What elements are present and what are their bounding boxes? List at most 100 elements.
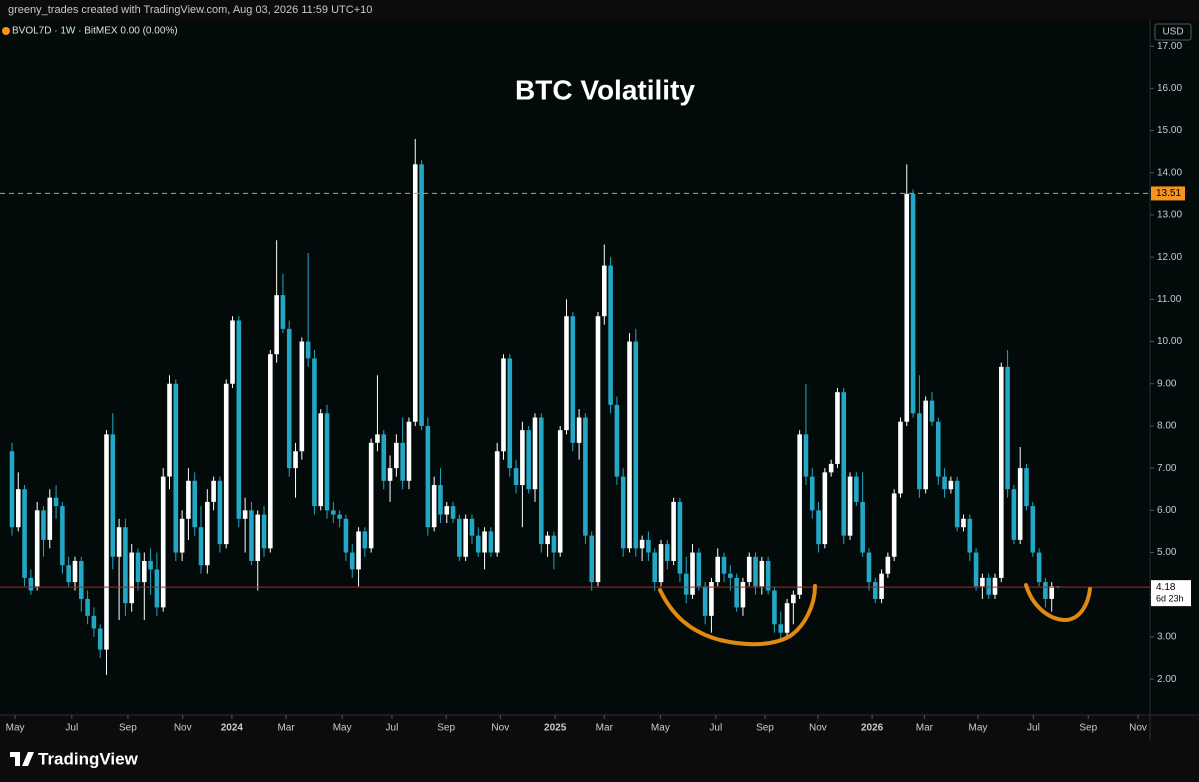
candle-body xyxy=(463,518,468,557)
candle-body xyxy=(154,569,160,608)
candle-body xyxy=(576,417,582,443)
candle-body xyxy=(457,518,462,557)
candle-body xyxy=(702,586,708,616)
candle-body xyxy=(898,421,903,494)
candle-body xyxy=(362,531,368,549)
y-tick-label: 10.00 xyxy=(1157,336,1182,347)
candle-body xyxy=(564,316,569,431)
candle-body xyxy=(614,404,620,477)
candle-body xyxy=(520,430,525,486)
candle-body xyxy=(412,164,418,422)
header-text: greeny_trades created with TradingView.c… xyxy=(8,4,372,16)
x-tick-label: Jul xyxy=(386,723,399,734)
candle-body xyxy=(198,527,204,566)
y-tick-label: 12.00 xyxy=(1157,252,1182,263)
candle-body xyxy=(261,514,267,549)
candle-body xyxy=(186,480,191,519)
price-line-label: 13.51 xyxy=(1156,188,1181,199)
x-tick-label: Mar xyxy=(277,723,295,734)
candle-body xyxy=(1005,366,1010,490)
candle-body xyxy=(450,506,456,519)
y-tick-label: 11.00 xyxy=(1157,294,1182,305)
x-tick-label: May xyxy=(6,723,25,734)
candle-body xyxy=(683,573,689,595)
candle-body xyxy=(85,598,90,616)
y-tick-label: 9.00 xyxy=(1157,378,1177,389)
candle-body xyxy=(847,476,853,536)
candle-body xyxy=(557,430,563,553)
candle-body xyxy=(41,510,46,540)
candle-body xyxy=(501,358,506,452)
x-tick-label: 2025 xyxy=(544,723,567,734)
candle-body xyxy=(879,573,884,599)
candle-body xyxy=(715,556,721,583)
candle-body xyxy=(406,421,412,481)
candle-body xyxy=(608,265,613,405)
candle-body xyxy=(15,489,21,528)
x-tick-label: Nov xyxy=(491,723,509,734)
candle-body xyxy=(835,392,840,464)
candle-body xyxy=(255,514,261,561)
candle-body xyxy=(602,265,607,317)
candle-body xyxy=(230,320,235,384)
candle-body xyxy=(538,417,544,545)
y-tick-label: 15.00 xyxy=(1157,125,1182,136)
candle-body xyxy=(784,603,790,633)
candle-body xyxy=(173,383,179,553)
candle-body xyxy=(28,577,34,591)
candle-body xyxy=(142,560,147,583)
y-tick-label: 2.00 xyxy=(1157,674,1177,685)
candle-body xyxy=(809,476,815,511)
y-tick-label: 6.00 xyxy=(1157,505,1177,516)
candle-body xyxy=(633,341,639,549)
candle-body xyxy=(242,510,248,519)
candle-body xyxy=(526,430,531,490)
candle-body xyxy=(507,358,513,469)
candle-body xyxy=(205,501,210,566)
candle-body xyxy=(66,565,71,583)
candle-body xyxy=(331,510,336,515)
candle-body xyxy=(734,577,739,608)
y-tick-label: 5.00 xyxy=(1157,547,1177,558)
y-tick-label: 13.00 xyxy=(1157,210,1182,221)
candle-body xyxy=(110,434,116,557)
candle-body xyxy=(658,544,664,583)
candle-body xyxy=(167,383,172,477)
candle-body xyxy=(1024,468,1029,507)
chart-title: BTC Volatility xyxy=(515,74,695,105)
candle-body xyxy=(337,514,342,519)
candle-body xyxy=(910,193,916,414)
x-tick-label: Nov xyxy=(809,723,827,734)
candle-body xyxy=(148,560,153,570)
candle-body xyxy=(532,417,538,490)
y-tick-label: 14.00 xyxy=(1157,167,1182,178)
candle-body xyxy=(904,193,910,422)
x-tick-label: Jul xyxy=(1027,723,1040,734)
candle-body xyxy=(986,577,991,595)
candle-body xyxy=(394,442,399,469)
candle-body xyxy=(475,535,481,553)
logo-text: TradingView xyxy=(38,749,139,768)
candle-body xyxy=(22,489,27,578)
candle-body xyxy=(753,556,758,587)
x-tick-label: 2026 xyxy=(861,723,884,734)
candle-body xyxy=(78,560,84,599)
candle-body xyxy=(135,552,141,583)
y-tick-label: 7.00 xyxy=(1157,463,1177,474)
candle-body xyxy=(375,434,380,443)
last-price-label: 4.18 xyxy=(1156,582,1176,593)
candle-body xyxy=(954,480,960,528)
hand-drawn-curve xyxy=(658,584,817,647)
candle-body xyxy=(728,573,733,578)
candle-body xyxy=(639,539,645,549)
candle-body xyxy=(891,493,897,557)
currency-label: USD xyxy=(1162,27,1183,38)
candle-body xyxy=(293,451,298,469)
candle-body xyxy=(791,594,796,604)
candle-body xyxy=(570,316,576,443)
x-tick-label: Mar xyxy=(916,723,934,734)
candle-body xyxy=(545,535,550,545)
candle-body xyxy=(980,577,985,587)
candle-body xyxy=(646,539,651,553)
x-tick-label: Nov xyxy=(174,723,192,734)
